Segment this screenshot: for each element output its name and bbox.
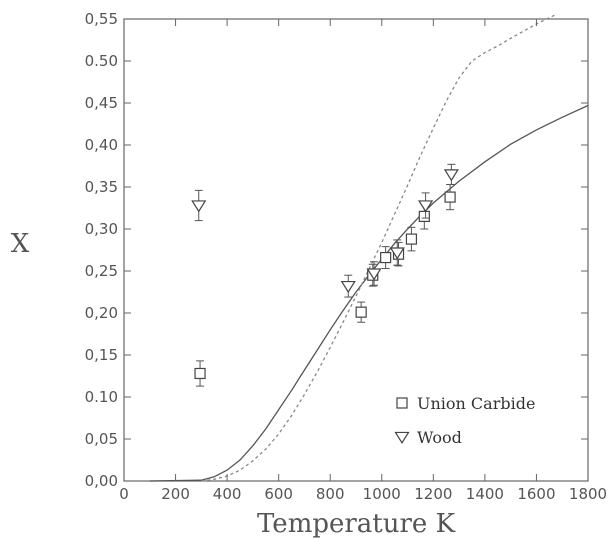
y-tick-label: 0,00 <box>85 472 118 490</box>
data-point-triangle <box>418 200 434 213</box>
data-point-square <box>418 210 430 222</box>
plot-frame <box>123 18 589 482</box>
data-point-square <box>405 233 418 245</box>
legend-marker-square <box>396 397 408 409</box>
ticks-layer: 0,00 0,05 0.10 0,15 0,20 0,25 0,30 0,35 0,40 0,45… <box>85 10 608 503</box>
legend: Union Carbide Wood <box>394 394 535 447</box>
data-point-square <box>444 191 456 203</box>
data-point-triangle <box>389 247 405 260</box>
x-tick-label: 200 <box>161 485 190 503</box>
data-point-square <box>355 306 367 318</box>
y-tick-label: 0,25 <box>85 262 118 280</box>
data-point-square <box>194 367 206 380</box>
x-tick-label: 800 <box>316 485 345 503</box>
x-tick-label: 1000 <box>363 485 401 503</box>
y-tick-label: 0,20 <box>85 304 118 322</box>
legend-label: Union Carbide <box>417 394 535 413</box>
y-axis-title: X <box>11 229 30 259</box>
legend-marker-triangle <box>394 431 410 444</box>
series-wood <box>191 163 459 298</box>
dashed-curve <box>201 13 558 482</box>
y-tick-label: 0,55 <box>85 10 118 28</box>
y-tick-label: 0.10 <box>85 388 118 406</box>
x-tick-label: 600 <box>264 485 293 503</box>
series-union-carbide <box>194 183 456 387</box>
y-tick-label: 0,45 <box>85 94 118 112</box>
data-point-triangle <box>340 280 356 294</box>
x-axis-title: Temperature K <box>257 509 456 538</box>
y-tick-label: 0,05 <box>85 430 118 448</box>
data-point-square <box>380 251 392 264</box>
y-tick-label: 0,40 <box>85 136 118 154</box>
solid-curve <box>149 104 589 482</box>
data-point-triangle <box>443 169 459 182</box>
y-tick-label: 0,30 <box>85 220 118 238</box>
y-tick-label: 0,35 <box>85 178 118 196</box>
data-point-triangle <box>366 268 382 281</box>
x-tick-label: 1200 <box>414 485 452 503</box>
x-tick-label: 1600 <box>517 485 555 503</box>
y-tick-label: 0,15 <box>85 346 118 364</box>
x-tick-label: 400 <box>213 485 242 503</box>
plot-layer <box>123 13 589 482</box>
x-tick-label: 0 <box>119 485 129 503</box>
data-point-triangle <box>191 200 207 213</box>
x-tick-label: 1400 <box>466 485 504 503</box>
y-tick-label: 0.50 <box>85 52 118 70</box>
legend-label: Wood <box>417 428 462 447</box>
x-tick-label: 1800 <box>569 485 607 503</box>
